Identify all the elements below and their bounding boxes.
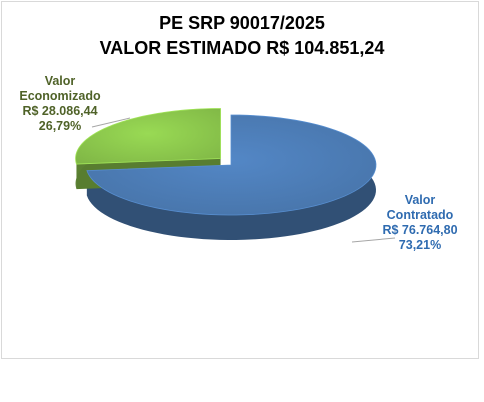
slice-category: Valor Economizado — [19, 74, 101, 103]
pie-slice — [75, 108, 221, 165]
pie-slice — [86, 114, 377, 216]
leader-line — [351, 237, 396, 243]
pie-group — [75, 108, 377, 240]
slice-amount: R$ 76.764,80 — [382, 223, 458, 237]
chart-frame — [1, 1, 479, 359]
data-label: Valor Contratado R$ 76.764,80 73,21% — [365, 193, 475, 253]
slice-category: Valor Contratado — [386, 193, 454, 222]
leader-line — [91, 117, 131, 128]
slice-amount: R$ 28.086,44 — [22, 104, 98, 118]
chart-subtitle: VALOR ESTIMADO R$ 104.851,24 — [99, 38, 385, 58]
data-label: Valor Economizado R$ 28.086,44 26,79% — [5, 74, 115, 134]
chart-title: PE SRP 90017/2025 — [159, 13, 325, 33]
slice-percent: 73,21% — [398, 238, 442, 252]
slice-percent: 26,79% — [38, 119, 82, 133]
